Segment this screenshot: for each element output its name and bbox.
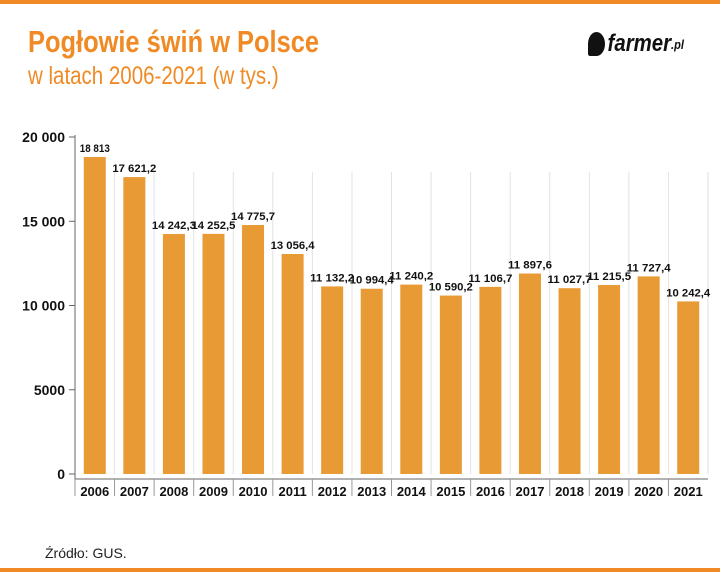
y-tick-label: 5000 (34, 382, 65, 398)
x-tick-label: 2018 (555, 484, 584, 499)
bar-chart: 0 5000 10 000 15 000 20 000 18 813 2006 17 621,… (22, 129, 711, 499)
data-label: 10 994,4 (350, 275, 395, 287)
bar (518, 273, 541, 474)
x-tick-label: 2019 (595, 484, 624, 499)
data-label: 11 240,2 (389, 271, 433, 283)
x-tick-label: 2016 (476, 484, 505, 499)
data-label: 10 242,4 (666, 287, 711, 299)
source-note: Źródło: GUS. (45, 545, 127, 561)
bar (202, 233, 225, 474)
x-tick-label: 2008 (159, 484, 188, 499)
x-tick-label: 2013 (357, 484, 386, 499)
bar (321, 286, 344, 474)
bar (677, 301, 700, 474)
bar (558, 288, 581, 474)
data-label: 11 897,6 (508, 260, 552, 272)
data-label: 11 027,7 (548, 274, 592, 286)
data-label: 14 242,3 (152, 220, 196, 232)
data-label: 14 252,5 (191, 220, 235, 232)
x-tick-label: 2015 (436, 484, 465, 499)
bar (479, 286, 502, 474)
bar (281, 253, 304, 474)
leaf-icon (588, 32, 605, 56)
bar (123, 177, 146, 475)
x-tick-label: 2017 (516, 484, 545, 499)
chart-title: Pogłowie świń w Polsce (28, 24, 319, 59)
x-tick-label: 2011 (278, 484, 306, 499)
y-tick-label: 0 (57, 466, 65, 482)
data-label: 11 106,7 (468, 273, 512, 285)
bar (360, 288, 383, 474)
data-label: 11 132,2 (310, 272, 354, 284)
x-tick-label: 2010 (239, 484, 268, 499)
top-accent-line (0, 0, 720, 4)
x-tick-label: 2012 (318, 484, 347, 499)
bar (637, 276, 660, 474)
bar (242, 225, 265, 474)
bar (162, 234, 185, 474)
data-label: 14 775,7 (231, 211, 275, 223)
x-tick-label: 2009 (199, 484, 228, 499)
y-tick-label: 10 000 (22, 298, 65, 314)
data-label: 10 590,2 (429, 282, 473, 294)
x-tick-label: 2020 (634, 484, 663, 499)
data-label: 13 056,4 (271, 240, 316, 252)
farmer-logo: farmer .pl (588, 30, 684, 58)
x-tick-label: 2021 (674, 484, 703, 499)
x-tick-label: 2006 (80, 484, 109, 499)
data-label: 18 813 (80, 143, 110, 155)
chart-subtitle: w latach 2006-2021 (w tys.) (28, 62, 279, 90)
y-tick-label: 20 000 (22, 129, 65, 145)
x-tick-label: 2007 (120, 484, 149, 499)
bar (598, 285, 621, 474)
bottom-accent-line (0, 568, 720, 572)
data-label: 11 215,5 (587, 271, 631, 283)
data-label: 11 727,4 (627, 262, 672, 274)
x-tick-label: 2014 (397, 484, 427, 499)
bar (439, 295, 462, 474)
bar (400, 284, 423, 474)
y-tick-label: 15 000 (22, 213, 65, 229)
data-label: 17 621,2 (112, 163, 156, 175)
bar (83, 157, 106, 474)
